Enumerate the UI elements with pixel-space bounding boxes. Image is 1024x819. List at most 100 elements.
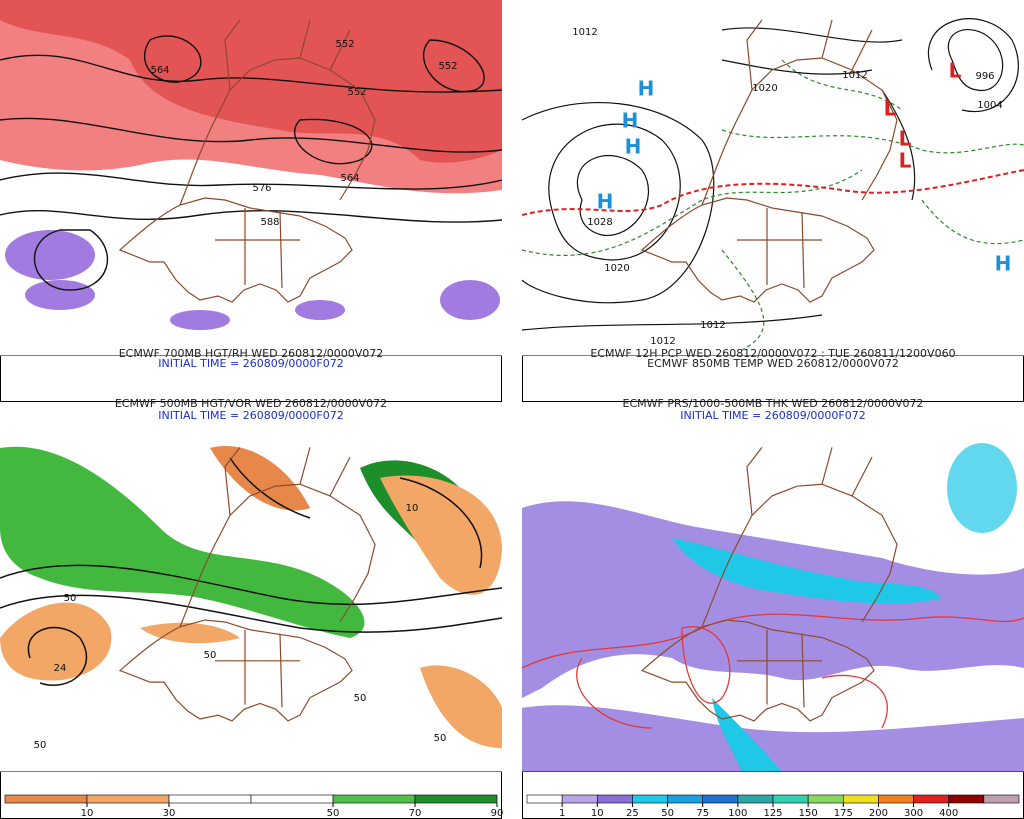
isobar [522,314,823,331]
map: 552 564 552 552 564 576 588 [0,0,502,356]
colorbar-label: 90 [491,808,504,819]
contour-label: 552 [335,39,354,50]
pressure-center: H [622,109,639,133]
map-panel: 50 24 50 50 50 10 50 ECMWF 700MB HGT/RH WED 260… [0,347,503,819]
temperature-contour [522,613,1024,669]
precip-area [947,443,1017,533]
panel-caption: ECMWF PRS/1000-500MB THK WED 260812/0000… [623,397,924,410]
colorbar-label: 125 [763,808,782,819]
dry-area [380,475,502,595]
colorbar-label: 400 [939,808,958,819]
colorbar-swatch [983,794,1020,804]
contour-label: 552 [347,87,366,98]
vorticity-negative [440,280,500,320]
dry-area [420,665,502,748]
colorbar-swatch [168,794,252,804]
dry-area [210,446,310,511]
contour-label: 1028 [587,217,612,228]
isobar [576,154,649,236]
map: 50 24 50 50 50 10 50 [0,428,502,772]
pressure-center: H [638,77,655,101]
panel-caption: ECMWF 500MB HGT/VOR WED 260812/0000V072 [115,397,387,410]
contour-label: 10 [406,503,419,514]
contour-label: 50 [64,593,77,604]
height-contour [0,209,502,223]
contour-label: 552 [438,61,457,72]
thickness-contour [721,129,1024,154]
isobar [548,123,681,261]
dry-area [0,602,112,681]
contour-label: 588 [260,217,279,228]
height-contour [27,626,88,686]
panel-caption: ECMWF 700MB HGT/RH WED 260812/0000V072 [119,347,384,360]
temperature-contour [821,674,888,729]
colorbar-label: 75 [696,808,709,819]
contour-label: 50 [204,650,217,661]
colorbar-swatch [772,794,809,804]
contour-label: 1012 [650,336,675,347]
colorbar-label: 300 [904,808,923,819]
pressure-center: H [625,135,642,159]
precip-area [712,698,782,772]
precip-area [522,705,1024,772]
colorbar-swatch [414,794,498,804]
map-bg [522,0,1024,356]
colorbar-swatch [948,794,985,804]
thickness-contour [522,169,863,256]
pressure-center: L [884,97,897,121]
vorticity-negative [25,280,95,310]
height-contour [294,118,373,165]
initial-time: INITIAL TIME = 260809/0000F072 [158,357,343,370]
coastline [640,19,898,303]
colorbar-label: 25 [626,808,639,819]
contour-label: 1004 [977,100,1002,111]
humid-area [0,446,365,638]
contour-label: 1020 [752,83,777,94]
map: 10121012102099610041028102010121012HHHHH… [522,0,1024,356]
contour-label: 50 [34,740,47,751]
coastline [640,447,898,722]
colorbar-swatch [332,794,416,804]
temperature-contour [681,626,731,704]
colorbar-label: 150 [799,808,818,819]
colorbar-swatch [4,794,88,804]
isobar [881,89,916,201]
height-contour [0,172,502,190]
coastline [118,19,376,303]
map-panel: 552 564 552 552 564 576 588 ECMWF 500MB HGT/VOR… [0,0,502,422]
height-contour [0,117,502,153]
contour-label: 50 [434,733,447,744]
colorbar-label: 10 [81,808,94,819]
colorbar-label: 100 [728,808,747,819]
isobar [721,27,903,43]
pressure-center: L [949,59,962,83]
initial-time: INITIAL TIME = 260809/0000F072 [680,409,865,422]
vorticity-negative [295,300,345,320]
colorbar-label: 200 [869,808,888,819]
contour-label: 24 [54,663,67,674]
contour-label: 1020 [604,263,629,274]
colorbar-label: 70 [409,808,422,819]
contour-label: 50 [354,693,367,704]
height-contour [229,457,311,519]
height-contour [0,564,502,606]
vorticity-negative [5,230,95,280]
thickness-contour [721,249,765,351]
height-contour [0,54,502,93]
initial-time: INITIAL TIME = 260809/0000F072 [158,409,343,422]
colorbar-swatch [913,794,950,804]
colorbar-swatch [561,794,598,804]
colorbar-swatch [596,794,633,804]
colorbar-swatch [737,794,774,804]
colorbar-label: 50 [327,808,340,819]
colorbar-label: 175 [834,808,853,819]
precip-area [672,538,942,604]
panel-subcaption: ECMWF 850MB TEMP WED 260812/0000V072 [647,357,899,370]
contour-label: 564 [340,173,359,184]
contour-label: 576 [252,183,271,194]
dry-area [140,622,240,644]
height-contour [33,229,109,291]
colorbar-swatch [878,794,914,804]
colorbar-swatch [702,794,739,804]
